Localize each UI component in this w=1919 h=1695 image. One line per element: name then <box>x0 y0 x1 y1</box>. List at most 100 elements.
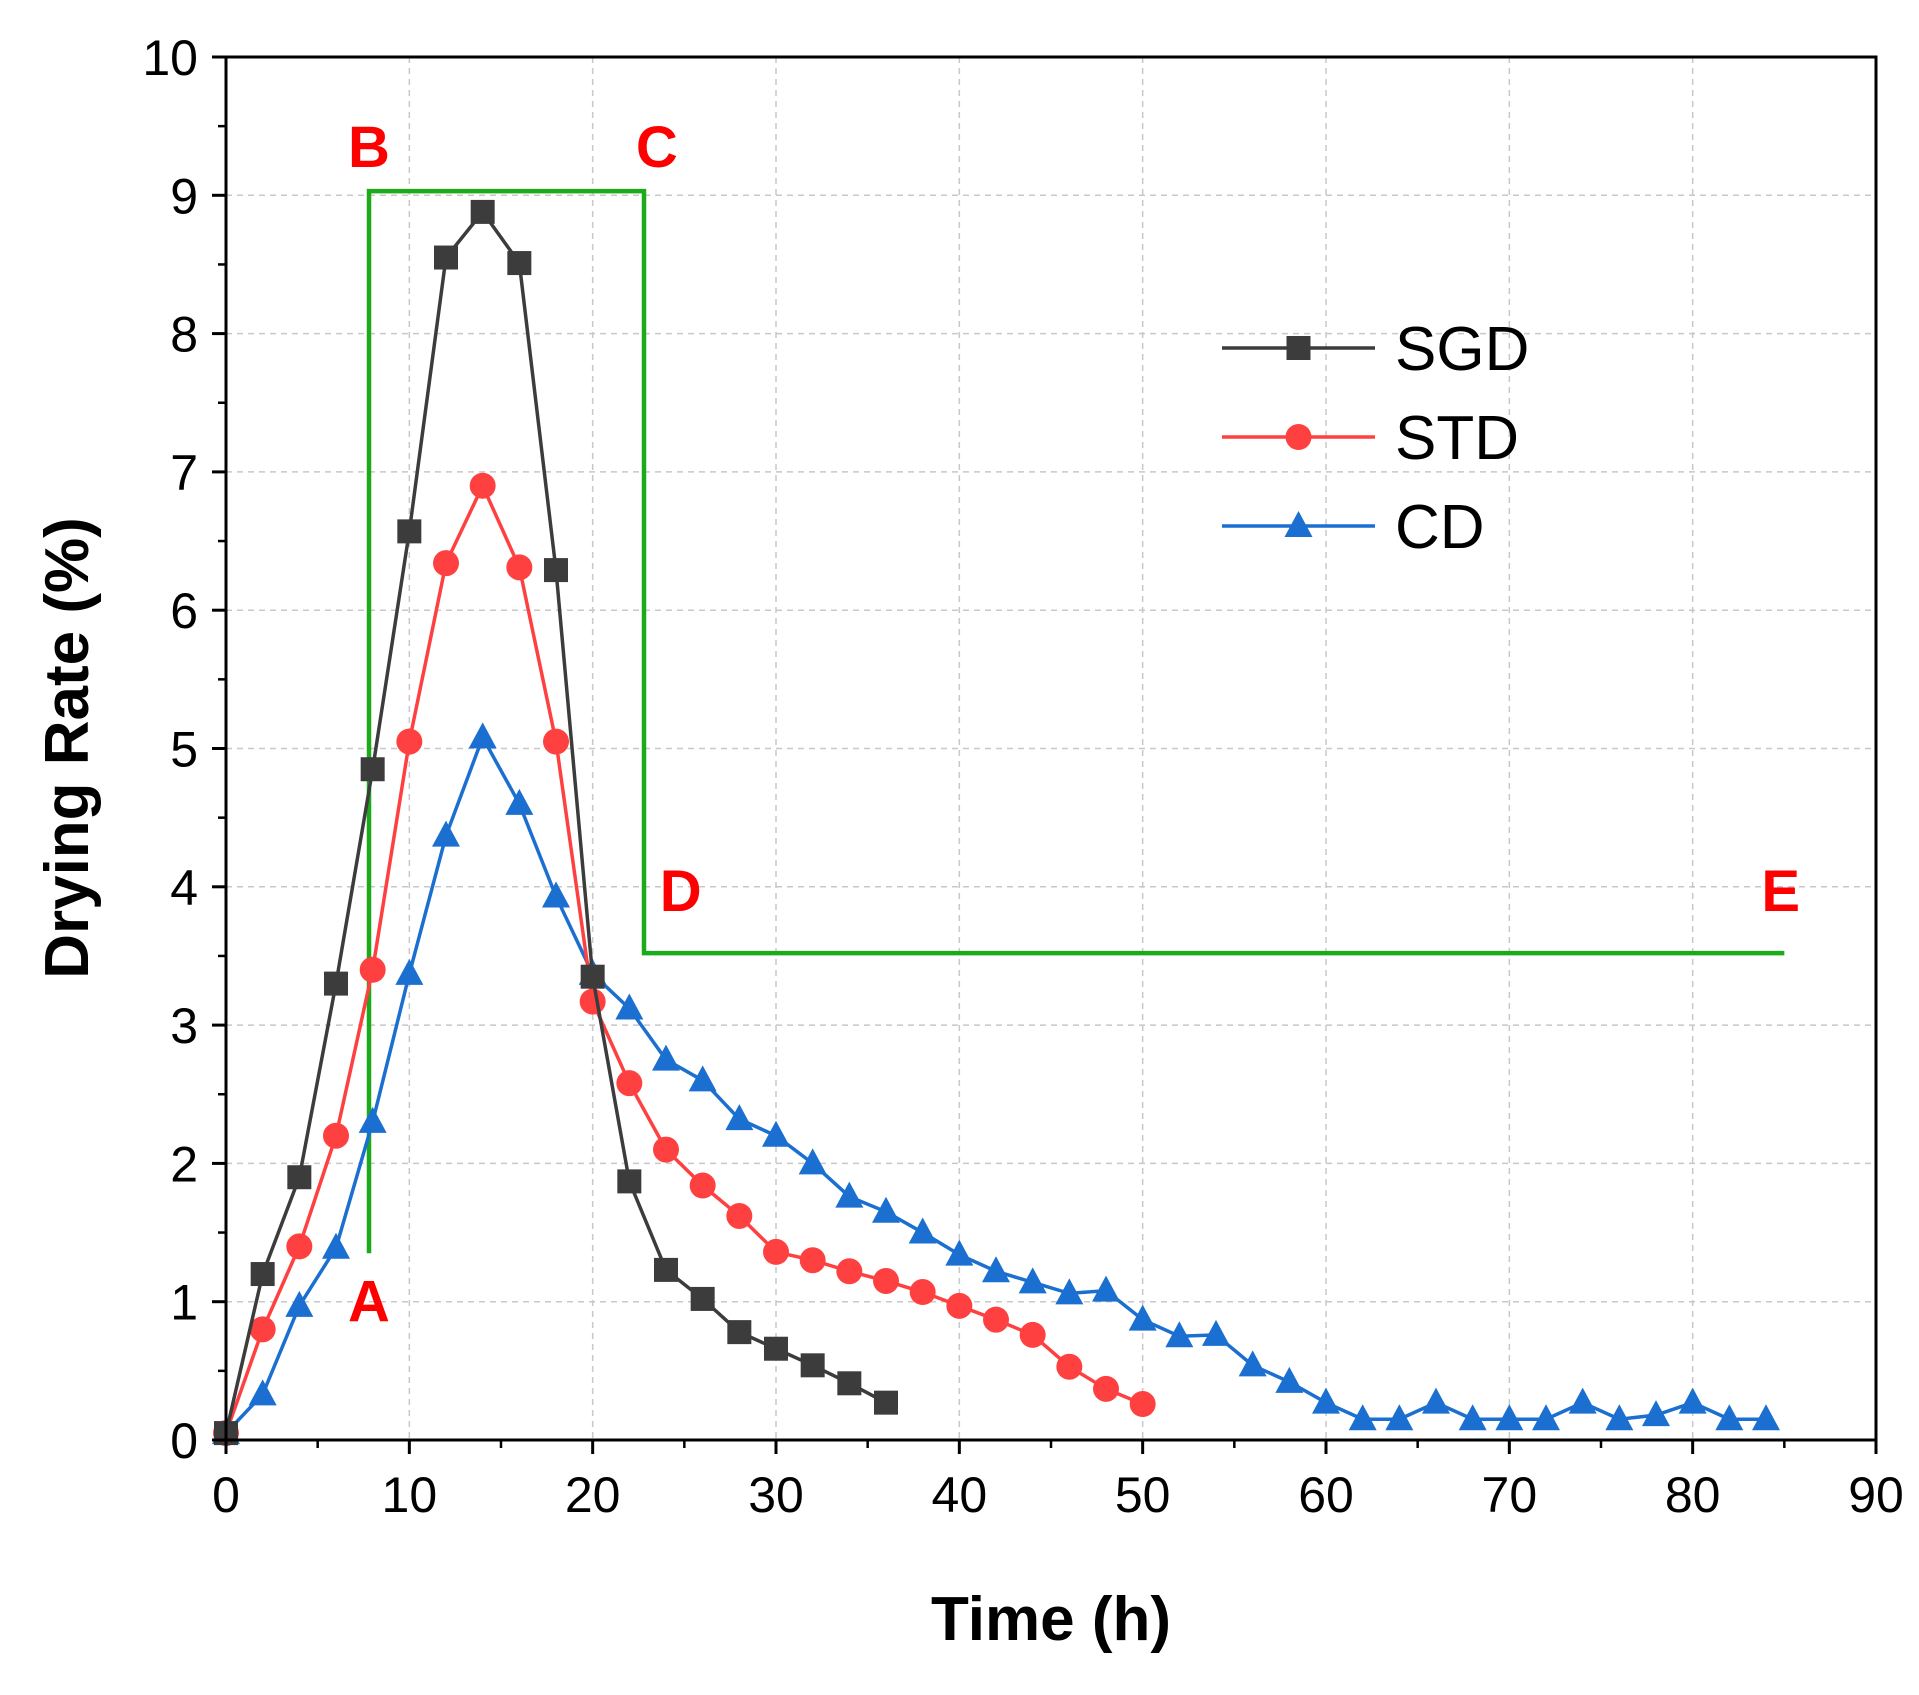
phase-label-c: C <box>636 115 678 180</box>
data-point-std <box>469 472 496 499</box>
data-point-std <box>506 554 533 581</box>
y-tick-label: 6 <box>170 583 198 639</box>
data-point-cd <box>1055 1278 1084 1305</box>
x-tick-label: 60 <box>1298 1467 1354 1523</box>
data-point-cd <box>835 1181 864 1208</box>
data-point-cd <box>1495 1404 1524 1431</box>
data-point-cd <box>1238 1350 1267 1377</box>
x-tick-label: 80 <box>1665 1467 1721 1523</box>
data-point-cd <box>1532 1404 1560 1431</box>
data-point-std <box>359 956 386 983</box>
data-point-std <box>689 1172 716 1199</box>
y-tick-label: 7 <box>170 445 198 501</box>
data-point-sgd <box>507 251 532 276</box>
series-sgd <box>214 199 898 1446</box>
x-tick-label: 0 <box>212 1467 240 1523</box>
data-point-std <box>799 1247 826 1274</box>
data-point-cd <box>725 1104 754 1131</box>
data-point-cd <box>1275 1366 1304 1393</box>
data-point-std <box>616 1070 643 1097</box>
data-point-std <box>836 1258 863 1285</box>
data-point-std <box>983 1306 1009 1333</box>
phase-boundary-line <box>366 188 1785 1254</box>
y-tick-label: 3 <box>170 998 198 1054</box>
data-point-cd <box>1385 1404 1414 1431</box>
y-tick-label: 8 <box>170 307 198 363</box>
data-point-sgd <box>397 519 422 544</box>
data-point-std <box>433 550 459 577</box>
data-point-sgd <box>287 1165 312 1190</box>
data-point-std <box>286 1233 313 1260</box>
data-point-sgd <box>837 1371 862 1396</box>
data-point-sgd <box>324 971 348 996</box>
legend-entry-sgd: SGD <box>1222 315 1529 384</box>
data-point-std <box>249 1316 276 1343</box>
data-point-std <box>396 728 423 755</box>
phase-label-a: A <box>348 1270 390 1335</box>
x-tick-label: 10 <box>382 1467 438 1523</box>
data-point-cd <box>615 993 644 1020</box>
data-point-cd <box>1092 1275 1120 1302</box>
data-point-std <box>1019 1321 1046 1348</box>
data-point-std <box>1093 1375 1119 1402</box>
data-point-std <box>579 988 606 1015</box>
data-point-cd <box>432 820 460 847</box>
x-tick-label: 70 <box>1482 1467 1538 1523</box>
y-tick-label: 0 <box>170 1413 198 1469</box>
data-point-cd <box>395 958 424 985</box>
x-axis-title: Time (h) <box>931 1585 1171 1654</box>
data-point-sgd <box>764 1336 788 1361</box>
legend-label: STD <box>1395 404 1519 473</box>
data-point-cd <box>1422 1387 1450 1414</box>
data-point-std <box>726 1202 753 1229</box>
y-tick-label: 2 <box>170 1136 198 1192</box>
data-point-cd <box>1128 1304 1157 1331</box>
x-tick-label: 20 <box>565 1467 621 1523</box>
data-point-sgd <box>360 757 385 782</box>
x-tick-label: 40 <box>932 1467 988 1523</box>
data-point-std <box>909 1279 936 1306</box>
data-point-sgd <box>250 1262 275 1287</box>
data-point-sgd <box>434 245 458 270</box>
phase-label-d: D <box>660 859 702 924</box>
data-point-cd <box>542 881 570 908</box>
data-point-std <box>653 1136 679 1163</box>
phase-label-b: B <box>348 115 390 180</box>
data-point-cd <box>945 1239 974 1266</box>
data-point-cd <box>652 1044 680 1071</box>
phase-annotations: AB CD E <box>348 115 1800 1335</box>
legend-marker <box>1284 511 1313 537</box>
data-point-sgd <box>580 964 605 989</box>
y-tick-label: 5 <box>170 722 198 778</box>
data-point-cd <box>908 1217 937 1244</box>
data-point-cd <box>248 1379 277 1406</box>
legend: SGD STD CD <box>1222 315 1529 562</box>
data-point-sgd <box>617 1169 642 1194</box>
x-tick-label: 30 <box>748 1467 804 1523</box>
grid-lines <box>226 57 1876 1440</box>
data-point-cd <box>285 1290 314 1317</box>
legend-label: SGD <box>1395 315 1529 384</box>
data-point-cd <box>982 1256 1010 1283</box>
legend-marker <box>1285 424 1312 450</box>
data-point-cd <box>1018 1267 1047 1294</box>
data-point-cd <box>358 1106 387 1133</box>
data-point-cd <box>688 1065 717 1092</box>
data-point-std <box>1129 1391 1156 1418</box>
data-point-cd <box>505 788 534 815</box>
data-point-cd <box>468 722 497 749</box>
y-axis-title: Drying Rate (%) <box>33 517 102 979</box>
data-point-sgd <box>727 1320 752 1345</box>
data-point-cd <box>1678 1387 1707 1414</box>
data-point-cd <box>1752 1404 1780 1431</box>
x-tick-label: 50 <box>1115 1467 1171 1523</box>
data-point-std <box>543 728 569 755</box>
data-point-cd <box>798 1148 827 1175</box>
data-point-cd <box>1458 1404 1487 1431</box>
data-point-std <box>946 1292 973 1319</box>
data-point-cd <box>1202 1319 1230 1346</box>
series-cd <box>212 722 1780 1445</box>
y-tick-label: 10 <box>142 30 198 86</box>
data-point-std <box>1056 1353 1083 1380</box>
